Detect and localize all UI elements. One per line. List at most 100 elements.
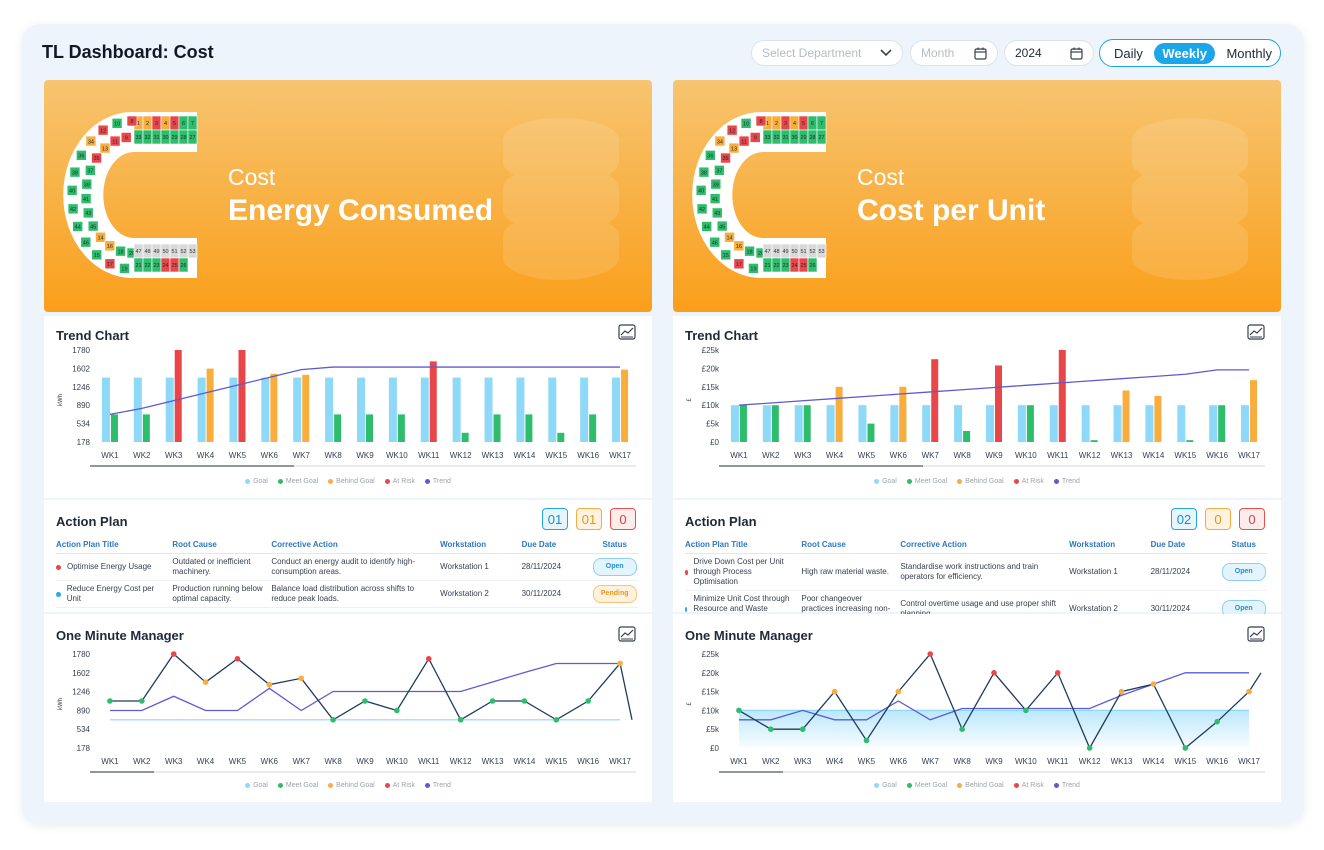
- x-tick-label: WK11: [1047, 451, 1069, 460]
- data-point-behind: [266, 681, 273, 688]
- ring-cell-label: 51: [171, 249, 177, 255]
- count-open-badge: 01: [542, 508, 568, 530]
- ring-cell: [716, 220, 728, 232]
- priority-dot: [685, 569, 688, 575]
- period-daily[interactable]: Daily: [1114, 45, 1143, 61]
- x-tick-label: WK13: [1111, 451, 1133, 460]
- ring-cell-label: 32: [144, 135, 150, 141]
- legend-item[interactable]: Trend: [424, 478, 451, 485]
- bar-goal: [858, 405, 867, 442]
- y-tick-label: 890: [77, 401, 91, 410]
- legend-item[interactable]: Trend: [1053, 782, 1080, 789]
- chart-icon[interactable]: [1247, 324, 1265, 340]
- x-tick-label: WK3: [165, 451, 183, 460]
- ring-cell: [755, 115, 767, 127]
- table-header-row: Action Plan Title Root Cause Corrective Ac…: [56, 536, 638, 554]
- legend-label: Meet Goal: [914, 478, 948, 485]
- period-weekly[interactable]: Weekly: [1154, 42, 1215, 64]
- ring-cell-label: 38: [72, 170, 78, 176]
- month-picker[interactable]: Month: [910, 40, 998, 66]
- legend-item[interactable]: Trend: [424, 782, 451, 789]
- column-header[interactable]: Corrective Action: [900, 536, 1070, 554]
- legend-item[interactable]: Behind Goal: [957, 478, 1004, 485]
- ring-cell-label: 45: [719, 224, 725, 230]
- x-tick-label: WK12: [1079, 451, 1101, 460]
- actual-line: [109, 653, 633, 721]
- year-picker[interactable]: 2024: [1004, 40, 1094, 66]
- x-tick-label: WK16: [1206, 757, 1228, 766]
- column-header[interactable]: Corrective Action: [271, 536, 441, 554]
- data-point-behind: [1150, 681, 1157, 687]
- legend-item[interactable]: At Risk: [384, 782, 415, 789]
- legend-item[interactable]: Meet Goal: [277, 782, 318, 789]
- x-tick-label: WK6: [261, 451, 279, 460]
- status-badge[interactable]: Pending: [592, 585, 637, 603]
- period-monthly[interactable]: Monthly: [1226, 45, 1272, 61]
- y-tick-label: £25k: [702, 346, 720, 355]
- column-header[interactable]: Status: [1220, 536, 1267, 554]
- legend-item[interactable]: Meet Goal: [277, 478, 318, 485]
- status-badge[interactable]: Open: [1221, 563, 1266, 581]
- chart-icon[interactable]: [618, 324, 636, 340]
- corrective-action-cell: Balance load distribution across shifts …: [271, 580, 441, 608]
- legend-item[interactable]: Goal: [245, 478, 268, 485]
- column-header[interactable]: Root Cause: [172, 536, 272, 554]
- status-badge[interactable]: Open: [592, 558, 637, 576]
- ring-cell-label: 39: [713, 182, 719, 188]
- ring-cell: [67, 203, 79, 215]
- table-row[interactable]: Drive Down Cost per Unit through Process…: [685, 553, 1267, 591]
- data-point-meet: [1182, 745, 1189, 751]
- ring-cell: [104, 240, 116, 252]
- year-value: 2024: [1015, 46, 1042, 60]
- ring-cell-label: 25: [800, 263, 806, 269]
- legend-item[interactable]: Trend: [1053, 478, 1080, 485]
- data-point-behind: [831, 688, 838, 695]
- bar-goal: [762, 405, 771, 442]
- column-header[interactable]: Due Date: [521, 536, 592, 554]
- c-calendar-ring: 1 2 3 4 5 6 733 32 31 30 29 28 278910111213343536373…: [63, 112, 198, 278]
- department-select[interactable]: Select Department: [751, 40, 903, 66]
- data-point-meet: [768, 726, 774, 732]
- omm-chart: 1780 1602 1246 890 534 178 kWh WK1 WK2 WK3 WK4 WK5 W…: [58, 650, 636, 773]
- ring-cell-label: 31: [782, 135, 788, 141]
- x-tick-label: WK14: [514, 451, 536, 460]
- priority-dot: [685, 606, 688, 612]
- legend-item[interactable]: At Risk: [384, 478, 415, 485]
- legend-item[interactable]: Meet Goal: [906, 782, 947, 789]
- root-cause-cell: Production running below optimal capacit…: [172, 580, 272, 608]
- legend-item[interactable]: At Risk: [1013, 782, 1044, 789]
- column-header[interactable]: Root Cause: [801, 536, 901, 554]
- legend-item[interactable]: Goal: [245, 782, 268, 789]
- legend-item[interactable]: At Risk: [1013, 478, 1044, 485]
- column-header[interactable]: Action Plan Title: [56, 536, 173, 554]
- ring-cell-label: 19: [750, 267, 756, 273]
- column-header[interactable]: Workstation: [440, 536, 522, 554]
- chart-icon[interactable]: [618, 626, 636, 642]
- legend-item[interactable]: Behind Goal: [957, 782, 1004, 789]
- data-point-behind: [1118, 688, 1125, 695]
- chart-legend: Goal Meet Goal Behind Goal At Risk Trend: [673, 782, 1281, 789]
- column-header[interactable]: Status: [591, 536, 638, 554]
- chart-icon[interactable]: [1247, 626, 1265, 642]
- trend-line: [738, 672, 1250, 721]
- legend-item[interactable]: Goal: [874, 478, 897, 485]
- ring-cell-label: 24: [162, 263, 168, 269]
- table-row[interactable]: Reduce Energy Cost per Unit Production ru…: [56, 580, 638, 608]
- data-point-meet: [959, 726, 965, 732]
- legend-label: Behind Goal: [336, 782, 375, 789]
- legend-item[interactable]: Goal: [874, 782, 897, 789]
- legend-item[interactable]: Behind Goal: [328, 782, 375, 789]
- ring-cell-label: 12: [729, 128, 735, 134]
- column-header[interactable]: Action Plan Title: [685, 536, 802, 554]
- column-header[interactable]: Due Date: [1150, 536, 1221, 554]
- legend-item[interactable]: Behind Goal: [328, 478, 375, 485]
- ring-cell: [705, 150, 716, 161]
- ring-cell-label: 23: [782, 263, 788, 269]
- table-row[interactable]: Optimise Energy Usage Outdated or ineffic…: [56, 553, 638, 581]
- ring-cell-label: 26: [180, 263, 186, 269]
- column-header[interactable]: Workstation: [1069, 536, 1151, 554]
- legend-item[interactable]: Meet Goal: [906, 478, 948, 485]
- ring-cell: [126, 115, 138, 127]
- x-tick-label: WK12: [450, 451, 472, 460]
- ring-cell-label: 25: [171, 263, 177, 269]
